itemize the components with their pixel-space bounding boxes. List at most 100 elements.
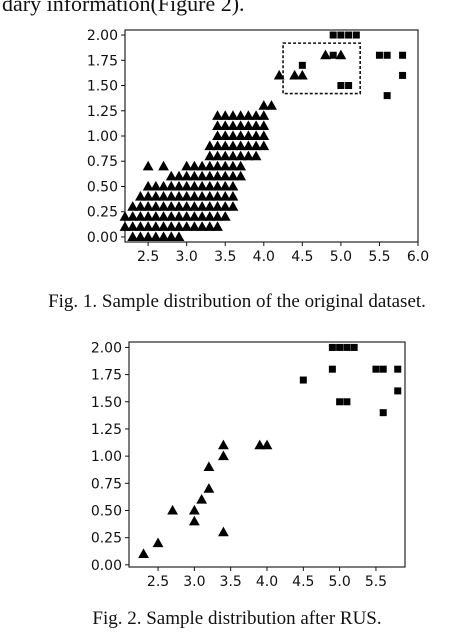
fig1-triangle-point [188, 211, 200, 221]
fig1-x-tick-label: 3.0 [176, 249, 198, 265]
fig1-square-point [352, 31, 360, 39]
fig1-triangle-point [127, 231, 139, 242]
fig1-triangle-point [219, 170, 231, 181]
fig1-triangle-point [227, 150, 239, 161]
fig1-y-tick-label: 1.25 [87, 104, 118, 120]
fig2-y-tick-label: 0.50 [91, 503, 122, 519]
fig1-triangle-point [219, 180, 231, 191]
fig1-y-tick-label: 1.50 [87, 79, 118, 95]
fig1-triangle-point [219, 140, 231, 151]
fig1-triangle-point [165, 170, 177, 181]
fig2-triangle-point [218, 439, 229, 450]
fig1-triangle-point [165, 221, 177, 231]
fig2-y-tick-label: 1.00 [91, 449, 122, 465]
figure-2-caption: Fig. 2. Sample distribution after RUS. [92, 608, 382, 629]
fig1-triangle-point [158, 180, 169, 191]
fig2-triangle-point [152, 537, 164, 548]
fig1-triangle-point [250, 110, 262, 120]
fig1-triangle-point [204, 140, 216, 151]
fig1-triangle-point [188, 201, 200, 211]
fig1-triangle-point [150, 221, 162, 231]
fig1-triangle-point [158, 190, 169, 201]
fig1-triangle-point [250, 120, 262, 130]
fig1-triangle-point [212, 110, 223, 120]
fig2-y-tick-label: 1.75 [91, 368, 122, 384]
fig1-triangle-point [196, 170, 208, 181]
fig1-triangle-point [127, 211, 139, 221]
fig1-triangle-point [212, 120, 223, 130]
fig2-square-point [299, 376, 307, 384]
fig2-triangle-point [138, 548, 149, 559]
fig1-triangle-point [142, 231, 154, 242]
fig1-triangle-point [227, 120, 239, 130]
fig1-square-point [337, 31, 345, 39]
fig2-square-point [394, 365, 402, 373]
fig1-triangle-point [204, 221, 216, 231]
fig2-triangle-point [188, 504, 200, 515]
fig1-triangle-point [181, 160, 193, 171]
fig1-triangle-point [135, 211, 146, 221]
fig1-triangle-point [227, 130, 239, 141]
fig1-square-point [298, 61, 306, 69]
fig2-square-point [336, 343, 344, 351]
fig1-triangle-point [150, 180, 162, 191]
fig1-triangle-point [204, 160, 216, 171]
fig1-triangle-point [142, 201, 154, 211]
fig1-triangle-point [181, 170, 193, 181]
fig1-triangle-point [142, 190, 154, 201]
fig1-triangle-point [181, 190, 193, 201]
fig1-square-point [383, 51, 391, 59]
fig1-triangle-point [235, 120, 247, 130]
fig1-triangle-point [227, 140, 239, 151]
scatter-plot-after-rus: 2.5 3.0 3.5 4.0 4.5 5.0 5.5 0.00 0.25 0.50 0.75 1.0… [91, 340, 406, 590]
fig1-y-tick-label: 0.25 [87, 205, 118, 221]
fig1-triangle-point [188, 160, 200, 171]
fig1-triangle-point [219, 160, 231, 171]
fig1-triangle-point [142, 221, 154, 231]
fig2-plot-frame [128, 341, 406, 568]
fig1-square-point [375, 51, 383, 59]
fig1-triangle-point [127, 221, 139, 231]
figure-1-caption: Fig. 1. Sample distribution of the origi… [48, 291, 426, 312]
fig1-triangle-point [173, 221, 185, 231]
fig2-square-point [328, 343, 336, 351]
fig1-triangle-point [235, 140, 247, 151]
fig1-x-tick-label: 5.5 [368, 249, 390, 265]
fig1-triangle-point [181, 180, 193, 191]
fig1-y-tick-label: 1.00 [87, 129, 118, 145]
fig1-triangle-point [135, 221, 146, 231]
fig1-x-tick-label: 4.5 [291, 249, 313, 265]
fig1-triangle-point [212, 170, 223, 181]
fig1-square-point [329, 31, 337, 39]
fig1-triangle-point [235, 170, 247, 181]
fig2-x-tick-label: 4.5 [292, 574, 314, 590]
fig2-triangle-point [218, 450, 229, 461]
fig1-x-tick-label: 5.0 [330, 249, 352, 265]
fig1-square-point [399, 71, 407, 79]
fig1-triangle-point [204, 170, 216, 181]
fig1-triangle-point [173, 190, 185, 201]
fig1-triangle-point [242, 140, 254, 151]
fig1-y-tick-label: 0.75 [87, 154, 118, 170]
fig1-triangle-point [235, 160, 247, 171]
fig1-triangle-point [158, 211, 169, 221]
fig2-y-tick-label: 0.25 [91, 531, 122, 547]
fig1-y-tick-label: 2.00 [87, 28, 118, 44]
fig2-square-point [343, 398, 351, 406]
fig1-triangle-point [165, 201, 177, 211]
fig1-triangle-point [212, 150, 223, 161]
fig1-triangle-point [227, 110, 239, 120]
fig1-triangle-point [165, 180, 177, 191]
fig1-x-tick-label: 6.0 [407, 249, 429, 265]
fig1-triangle-point [119, 221, 131, 231]
fig1-triangle-point [173, 180, 185, 191]
fig1-triangle-point [196, 211, 208, 221]
fig1-triangle-point [250, 130, 262, 141]
fig1-triangle-point [181, 221, 193, 231]
fig2-triangle-point [203, 461, 215, 472]
fig2-y-tick-label: 2.00 [91, 340, 122, 356]
fig2-square-point [372, 365, 380, 373]
fig1-y-tick-label: 0.50 [87, 179, 118, 195]
fig1-triangle-point [212, 140, 223, 151]
fig1-triangle-point [196, 201, 208, 211]
